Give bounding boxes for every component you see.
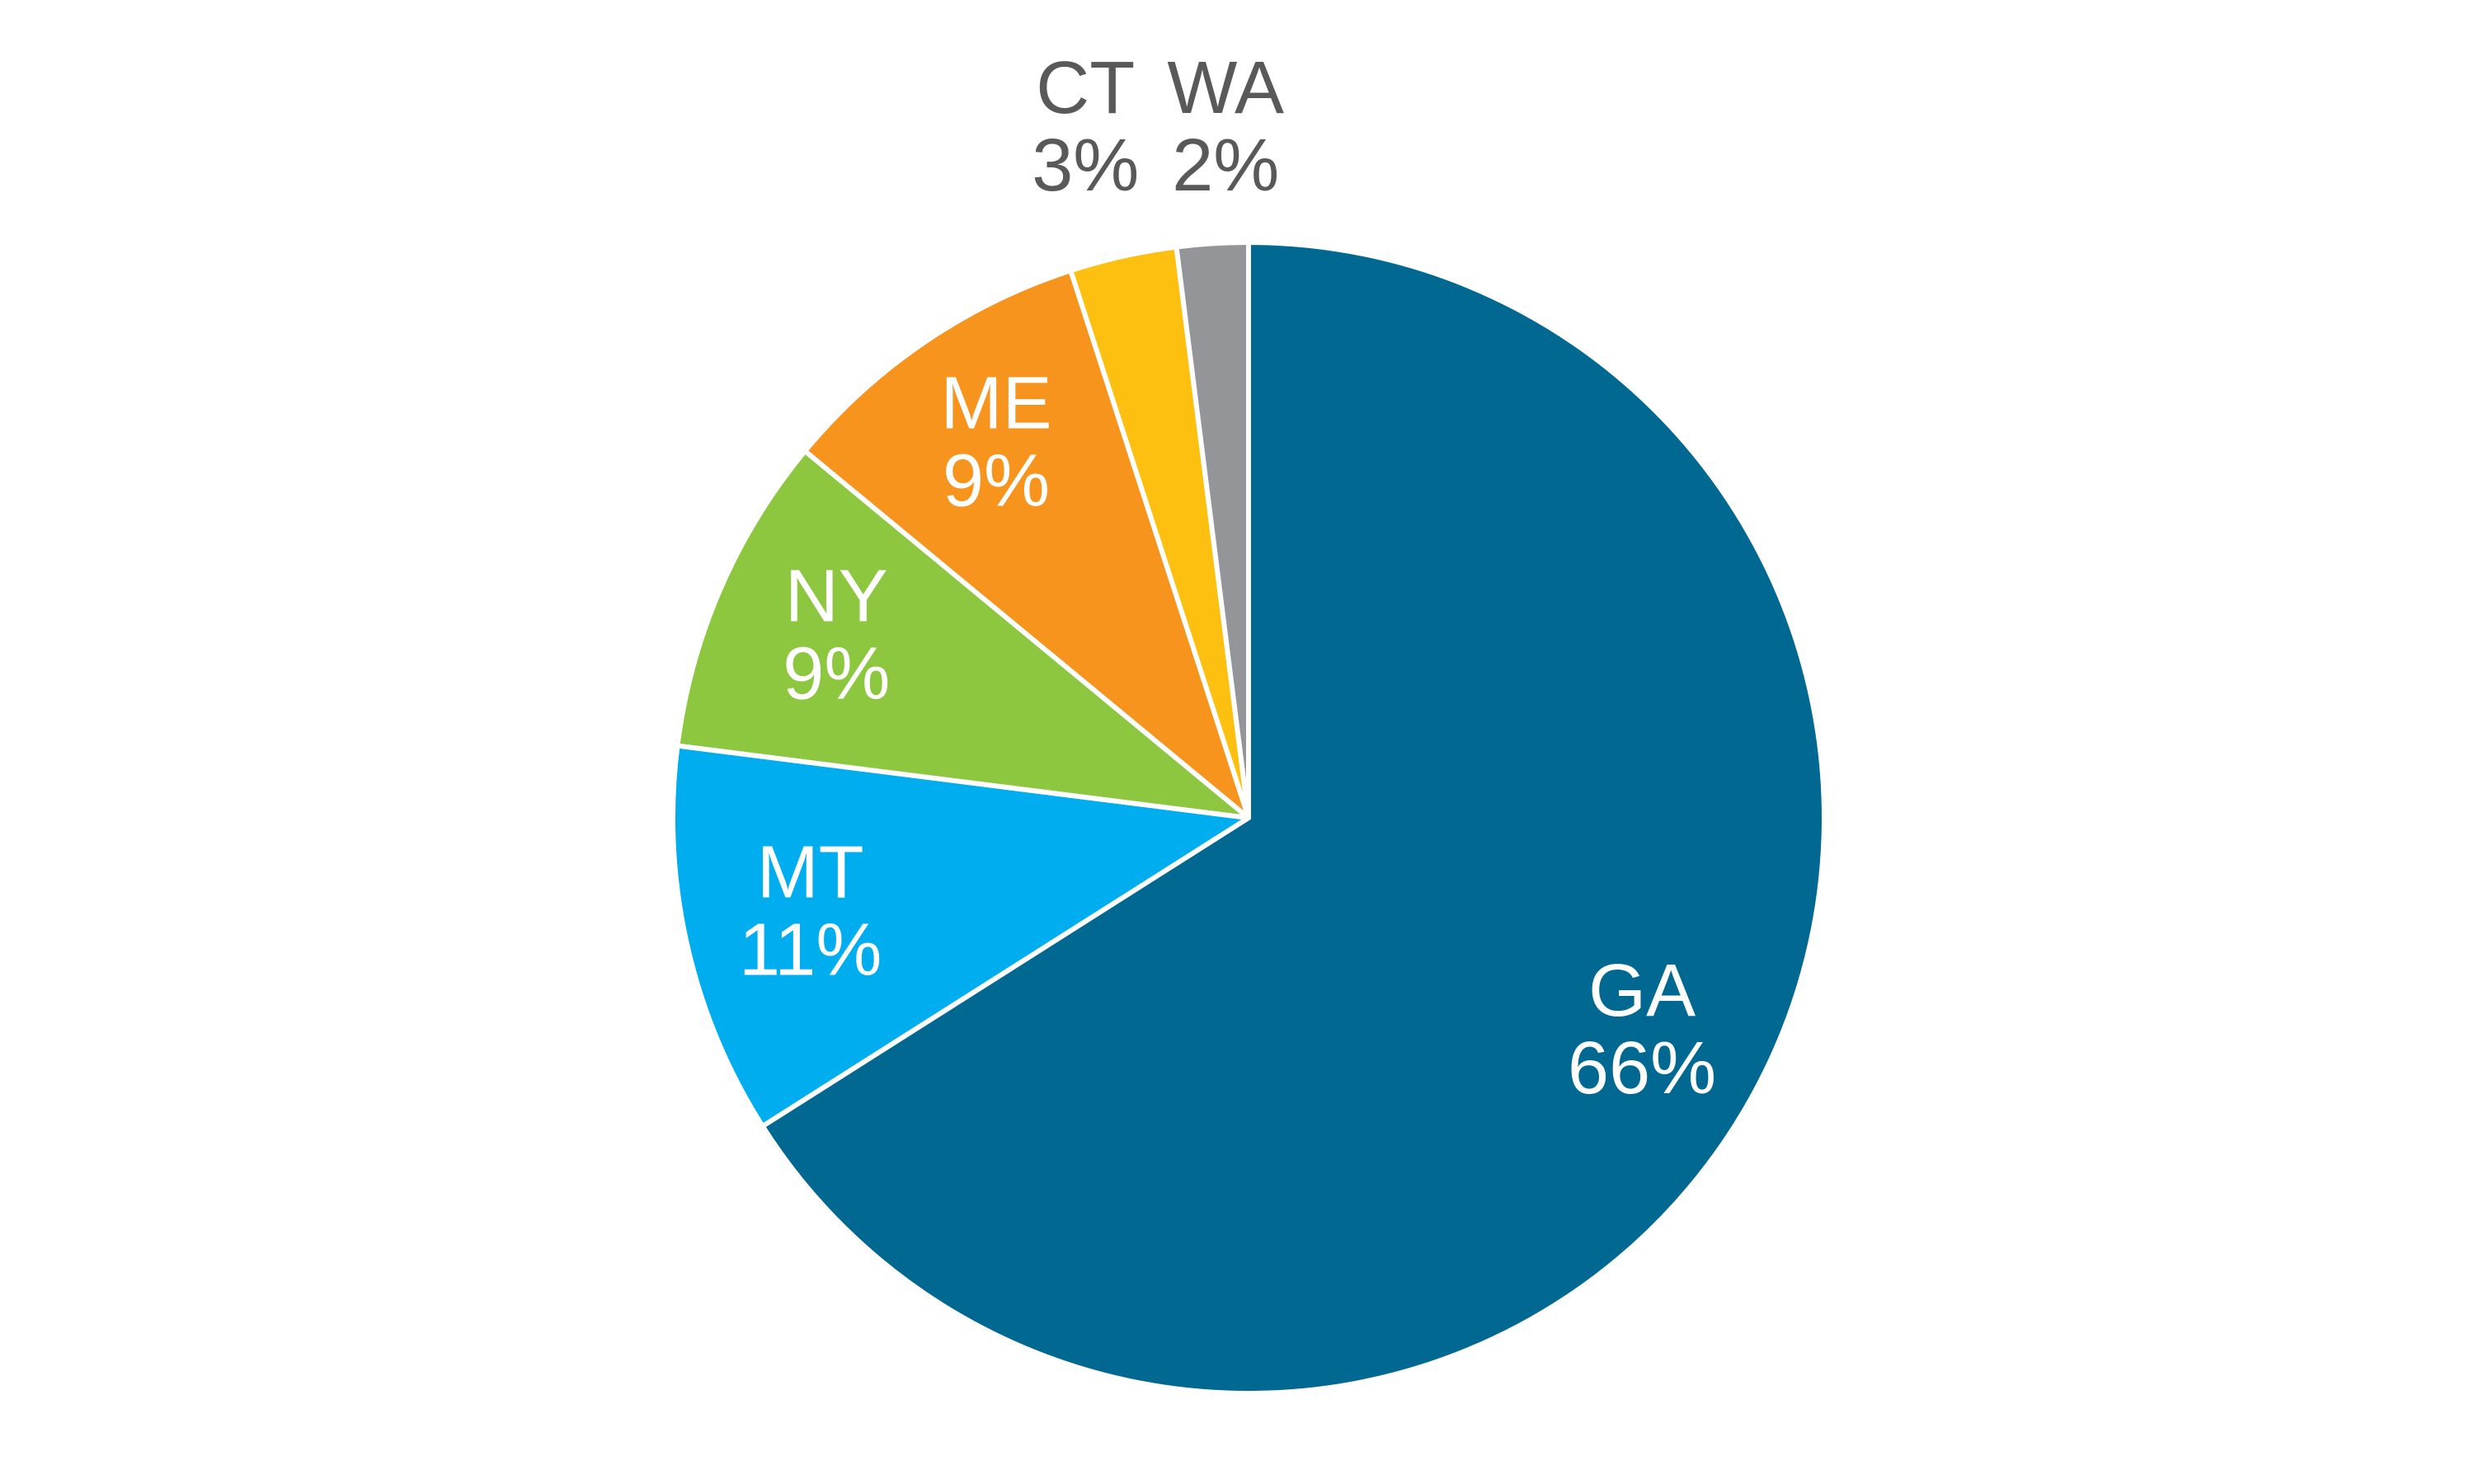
- pie-slice: [675, 448, 1251, 820]
- slice-label: CT: [1036, 47, 1135, 129]
- slice-value-label: 11%: [739, 909, 882, 992]
- slice-value-label: 2%: [1172, 124, 1279, 207]
- pie-slice: [760, 240, 1827, 1396]
- slice-label: MT: [757, 832, 864, 914]
- slice-value-label: 9%: [943, 439, 1050, 522]
- slice-value-label: 9%: [783, 633, 890, 716]
- slice-label: NY: [785, 556, 888, 638]
- slice-value-label: 66%: [1568, 1027, 1716, 1110]
- pie-slice: [1174, 240, 1251, 820]
- pie-slice: [670, 743, 1251, 1129]
- slice-label: GA: [1588, 950, 1696, 1032]
- slice-value-label: 3%: [1032, 124, 1139, 207]
- slice-label: WA: [1167, 47, 1284, 129]
- slice-label: ME: [940, 362, 1051, 444]
- pie-slice: [802, 268, 1251, 820]
